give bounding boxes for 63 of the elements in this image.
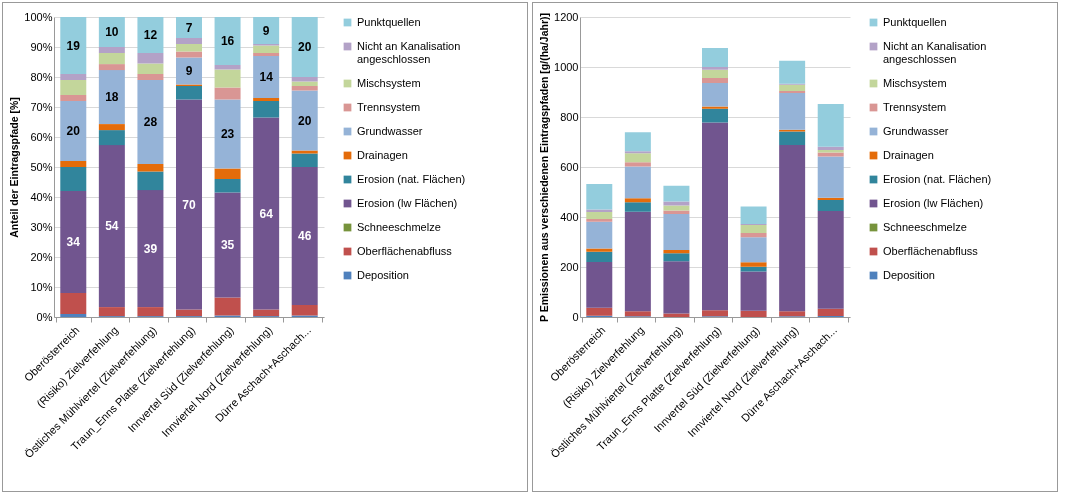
y-tick-label: 600	[560, 160, 579, 173]
data-label: 20	[298, 113, 312, 128]
y-tick-label: 0	[572, 310, 579, 323]
y-tick-label: 20%	[30, 250, 53, 263]
data-label: 9	[185, 64, 193, 78]
y-tick-label: 0%	[36, 310, 53, 323]
legend-label: Mischsystem	[357, 76, 421, 89]
data-label: 20	[298, 40, 312, 54]
legend-label: Mischsystem	[883, 76, 947, 89]
y-tick-label: 1200	[554, 10, 579, 23]
data-label: 28	[143, 115, 158, 129]
y-tick-label: 40%	[30, 190, 53, 203]
y-tick-label: 400	[560, 210, 579, 223]
data-label: 46	[298, 229, 312, 243]
data-label: 23	[220, 127, 235, 141]
legend-label: Trennsystem	[883, 100, 947, 113]
legend-label: Erosion (lw Flächen)	[883, 196, 984, 209]
legend-label: Punktquellen	[883, 15, 947, 28]
legend-label: Schneeschmelze	[357, 220, 441, 233]
legend-label: Drainagen	[357, 148, 408, 161]
data-label: 18	[105, 90, 119, 105]
data-label: 7	[185, 20, 193, 35]
y-tick-label: 80%	[30, 70, 53, 83]
y-axis-title: P Emissionen aus verschiedenen Eintragspfaden [g/(ha/Jahr)]	[538, 12, 551, 323]
data-label: 9	[262, 23, 270, 38]
data-label: 34	[66, 235, 81, 249]
data-label: 14	[259, 70, 274, 84]
data-label: 16	[220, 34, 235, 48]
legend-label: Drainagen	[883, 148, 934, 161]
legend-label: Erosion (nat. Flächen)	[357, 172, 466, 185]
y-tick-label: 1000	[554, 60, 579, 73]
y-tick-label: 60%	[30, 130, 53, 143]
legend-label: Nicht an Kanalisation angeschlossen	[883, 39, 987, 65]
y-tick-label: 100%	[24, 10, 53, 23]
data-label: 64	[259, 206, 274, 221]
data-label: 19	[66, 38, 81, 53]
legend-label: Nicht an Kanalisation angeschlossen	[357, 39, 461, 65]
y-tick-label: 800	[560, 110, 579, 123]
legend-label: Grundwasser	[883, 124, 949, 137]
data-label: 70	[182, 197, 196, 212]
legend-label: Deposition	[883, 268, 935, 281]
data-label: 35	[220, 238, 235, 252]
legend-label: Erosion (nat. Flächen)	[883, 172, 992, 185]
legend-label: Erosion (lw Flächen)	[357, 196, 458, 209]
legend-label: Oberflächenabfluss	[883, 244, 979, 257]
legend-label: Schneeschmelze	[883, 220, 967, 233]
y-tick-label: 30%	[30, 220, 53, 233]
data-label: 20	[66, 124, 81, 138]
y-tick-label: 70%	[30, 100, 53, 113]
legend-label: Oberflächenabfluss	[357, 244, 453, 257]
legend-label: Deposition	[357, 268, 409, 281]
data-label: 39	[143, 241, 158, 256]
y-tick-label: 50%	[30, 160, 53, 173]
data-label: 10	[105, 25, 119, 39]
legend-label: Trennsystem	[357, 100, 421, 113]
y-tick-label: 200	[560, 260, 579, 273]
y-axis-title: Anteil der Eintragspfade [%]	[8, 97, 21, 238]
data-label: 12	[143, 28, 158, 42]
legend-label: Grundwasser	[357, 124, 423, 137]
legend-label: Punktquellen	[357, 15, 421, 28]
data-label: 54	[105, 219, 119, 234]
y-tick-label: 90%	[30, 40, 53, 53]
y-tick-label: 10%	[30, 280, 53, 293]
